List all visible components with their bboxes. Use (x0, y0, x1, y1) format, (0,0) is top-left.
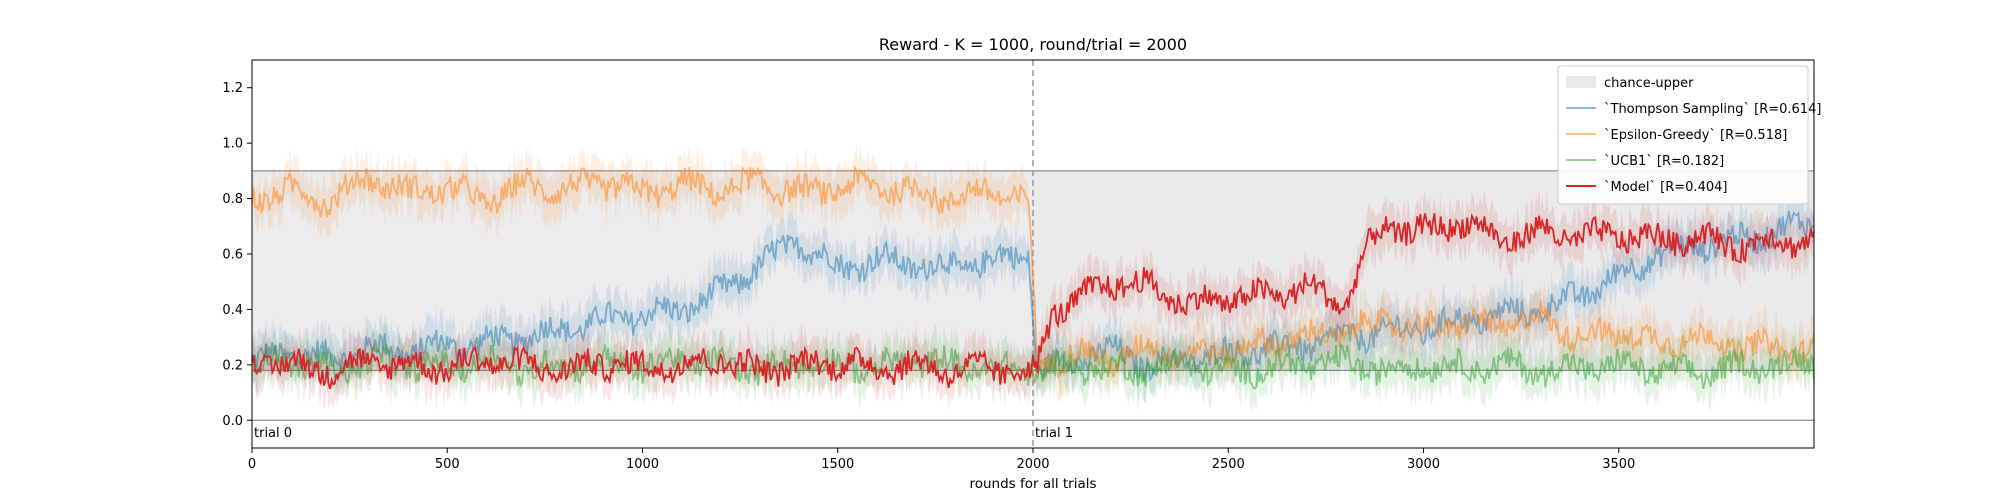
y-tick-label-3: 0.6 (222, 248, 243, 263)
legend-label-band: chance-upper (1604, 76, 1694, 91)
y-tick-label-1: 0.2 (222, 358, 243, 373)
y-tick-label-4: 0.8 (222, 192, 243, 207)
series-2-band (252, 318, 1814, 413)
x-tick-label-4: 2000 (1016, 457, 1049, 472)
x-tick-label-1: 500 (435, 457, 460, 472)
trial-separators: trial 0 trial 1 (254, 60, 1073, 448)
y-axis-ticks: 0.0 0.2 0.4 0.6 0.8 1.0 1.2 (222, 81, 252, 429)
x-tick-label-0: 0 (248, 457, 256, 472)
x-tick-label-7: 3500 (1602, 457, 1635, 472)
trial-label-0: trial 0 (254, 426, 292, 441)
x-axis-ticks: 0 500 1000 1500 2000 2500 3000 3500 (248, 448, 1635, 472)
series-0-band (252, 187, 1814, 403)
x-tick-label-3: 1500 (821, 457, 854, 472)
legend-box (1557, 65, 1809, 205)
series-layer (251, 142, 1815, 413)
x-tick-label-6: 3000 (1407, 457, 1440, 472)
legend-label-3: `Model` [R=0.404] (1604, 180, 1727, 195)
legend-label-2: `UCB1` [R=0.182] (1604, 154, 1724, 169)
x-axis-label: rounds for all trials (969, 476, 1096, 492)
trial-label-1: trial 1 (1035, 426, 1073, 441)
series-1-line (251, 164, 1815, 379)
series-0-line (251, 210, 1815, 382)
series-3-line (251, 213, 1815, 390)
legend-label-0: `Thompson Sampling` [R=0.614] (1604, 102, 1821, 117)
series-0 (251, 187, 1815, 403)
y-tick-label-2: 0.4 (222, 303, 243, 318)
y-tick-label-6: 1.2 (222, 81, 243, 96)
legend-label-1: `Epsilon-Greedy` [R=0.518] (1604, 128, 1787, 143)
legend-swatch-band (1566, 76, 1596, 88)
x-tick-label-2: 1000 (626, 457, 659, 472)
y-tick-label-0: 0.0 (222, 414, 243, 429)
y-tick-label-5: 1.0 (222, 137, 243, 152)
legend: chance-upper `Thompson Sampling` [R=0.614… (1557, 65, 1821, 205)
series-3 (251, 188, 1815, 411)
x-tick-label-5: 2500 (1212, 457, 1245, 472)
series-1 (251, 142, 1815, 403)
chart-title: Reward - K = 1000, round/trial = 2000 (879, 35, 1187, 54)
